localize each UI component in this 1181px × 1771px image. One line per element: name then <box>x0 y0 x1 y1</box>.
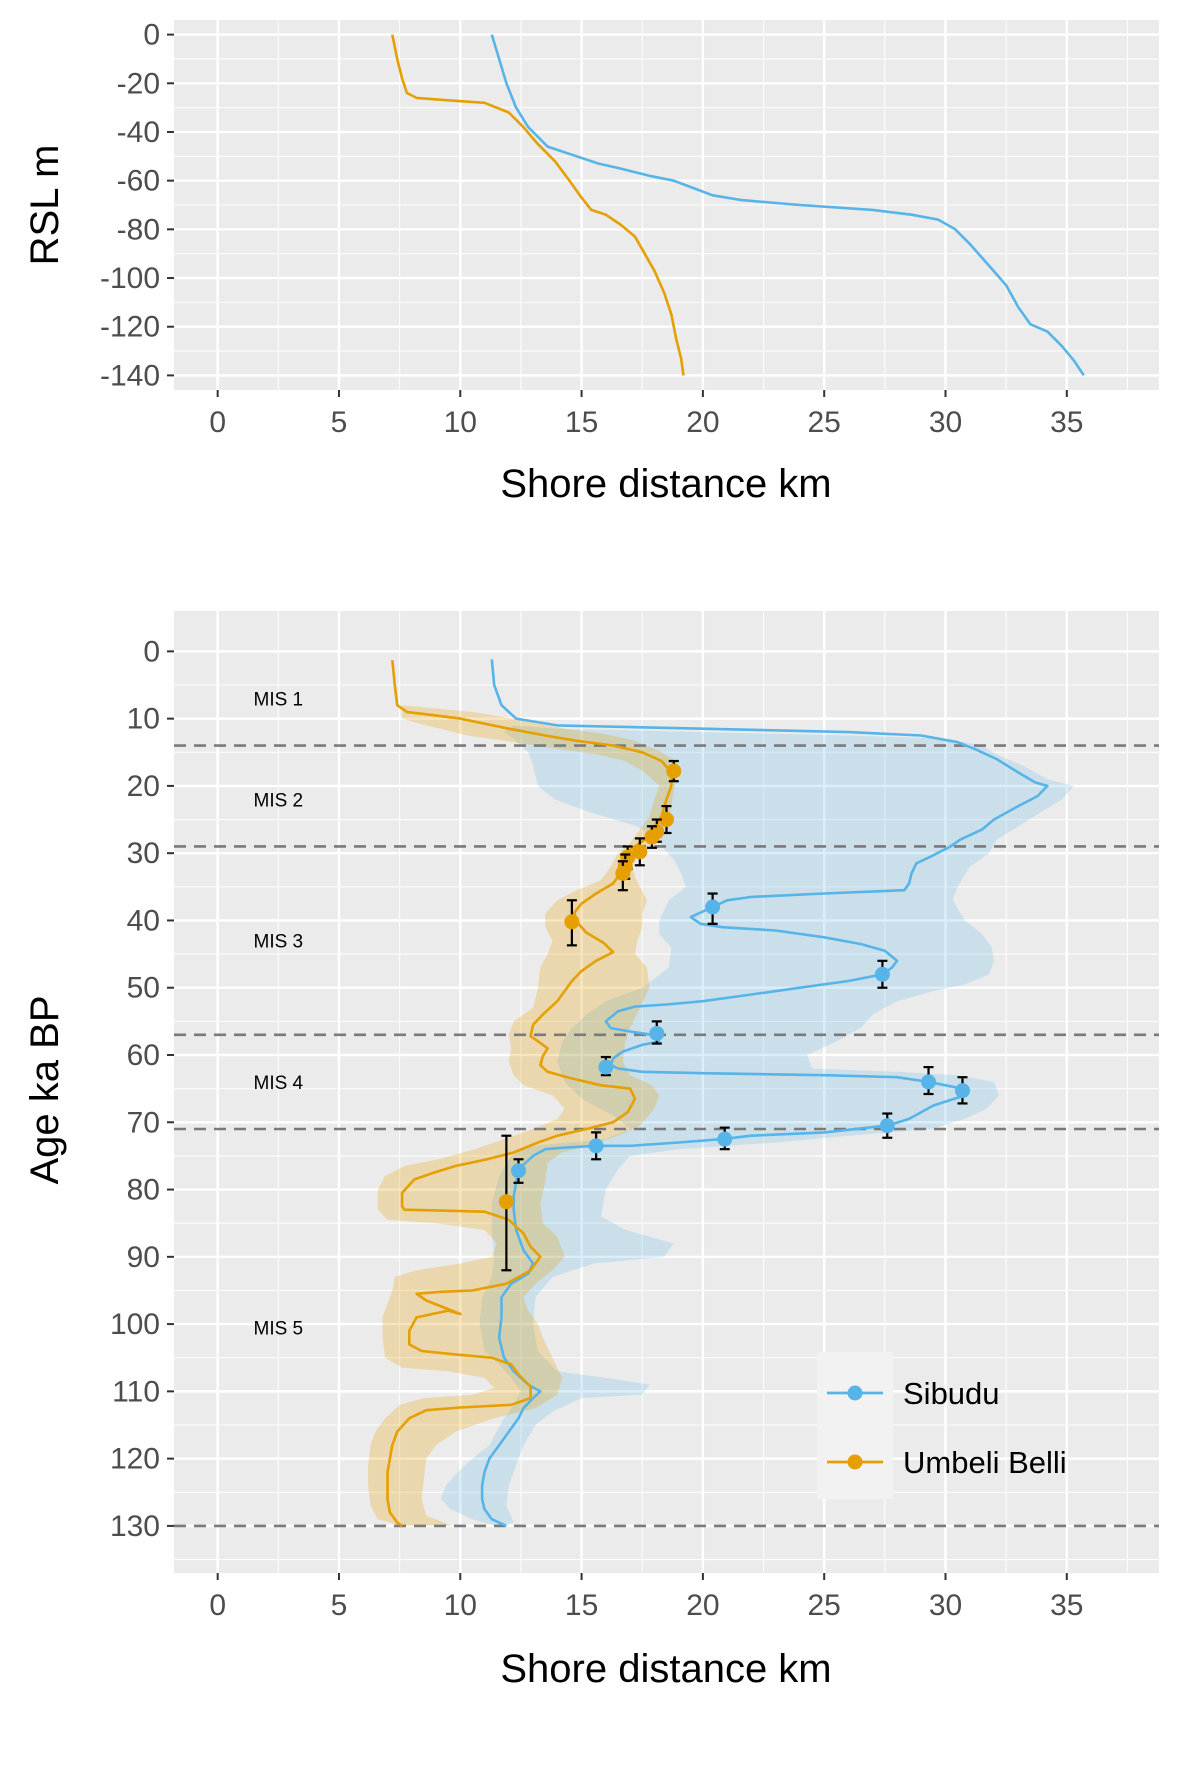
bottom-y-axis: 0 10 20 30 40 50 60 70 80 90 100 110 120 130 <box>110 635 174 1543</box>
sibudu-data-point <box>874 966 890 982</box>
bottom-y-tick-label: 100 <box>110 1308 160 1341</box>
top-y-tick-label: -20 <box>117 67 160 100</box>
top-y-tick-label: 0 <box>143 19 160 52</box>
bottom-y-axis-title: Age ka BP <box>23 995 67 1184</box>
mis-label: MIS 5 <box>254 1318 304 1339</box>
top-sibudu-line <box>490 34 1085 377</box>
umbeli-belli-data-point <box>498 1194 514 1210</box>
sibudu-data-point <box>921 1074 937 1090</box>
bottom-x-axis-title: Shore distance km <box>500 1647 831 1691</box>
umbeli-belli-data-point <box>659 812 674 828</box>
bottom-y-tick-label: 30 <box>127 837 160 870</box>
top-x-tick-label: 25 <box>808 406 841 439</box>
bottom-x-tick-label: 10 <box>444 1589 477 1622</box>
bottom-x-tick-label: 30 <box>929 1589 962 1622</box>
bottom-y-tick-label: 110 <box>112 1375 160 1408</box>
top-chart-panel: 0 5 10 15 20 25 30 35 0 -20 -40 -60 -80 -100 -120 -140… <box>23 19 1159 506</box>
sibudu-line <box>480 659 1049 1528</box>
legend-umbeli-belli-marker <box>847 1454 863 1470</box>
top-x-tick-label: 35 <box>1050 406 1083 439</box>
bottom-y-tick-label: 0 <box>143 635 160 668</box>
umbeli-belli-data-point <box>644 829 660 845</box>
top-y-tick-label: -60 <box>117 165 160 198</box>
umbeli-belli-data-point <box>666 763 682 779</box>
bottom-y-tick-label: 10 <box>127 703 160 736</box>
bottom-y-tick-label: 20 <box>127 770 160 803</box>
bottom-chart-panel: MIS 1 MIS 2 MIS 3 MIS 4 MIS 5 0 5 10 15 20 25 30 35… <box>23 611 1159 1691</box>
legend-sibudu-marker <box>847 1385 863 1401</box>
mis-label: MIS 4 <box>254 1073 304 1094</box>
sibudu-data-point <box>598 1059 614 1075</box>
bottom-x-axis: 0 5 10 15 20 25 30 35 <box>209 1573 1083 1622</box>
sibudu-data-point <box>588 1138 604 1154</box>
top-y-tick-label: -120 <box>100 311 160 344</box>
bottom-x-tick-label: 0 <box>209 1589 226 1622</box>
top-x-tick-label: 30 <box>929 406 962 439</box>
top-y-tick-label: -100 <box>100 262 160 295</box>
bottom-y-tick-label: 70 <box>127 1106 160 1139</box>
data-points-with-error-bars <box>498 759 970 1272</box>
umbeli-belli-confidence-band <box>368 705 679 1526</box>
umbeli-belli-data-point <box>564 914 580 930</box>
legend-sibudu-label: Sibudu <box>903 1376 1000 1411</box>
bottom-x-tick-label: 25 <box>808 1589 841 1622</box>
top-y-axis: 0 -20 -40 -60 -80 -100 -120 -140 <box>100 19 174 392</box>
top-x-tick-label: 20 <box>686 406 719 439</box>
bottom-x-tick-label: 20 <box>686 1589 719 1622</box>
sibudu-data-point <box>954 1083 970 1099</box>
top-y-tick-label: -80 <box>117 213 160 246</box>
sibudu-data-point <box>511 1163 527 1179</box>
bottom-x-tick-label: 35 <box>1050 1589 1083 1622</box>
umbeli-belli-data-point <box>615 865 631 881</box>
bottom-y-tick-label: 130 <box>110 1510 160 1543</box>
mis-label: MIS 1 <box>254 689 304 710</box>
sibudu-data-point <box>649 1025 665 1041</box>
sibudu-confidence-band <box>440 725 1075 1526</box>
sibudu-data-point <box>879 1118 895 1134</box>
legend-key-background <box>817 1352 893 1499</box>
bottom-y-tick-label: 40 <box>127 904 160 937</box>
sibudu-data-point <box>717 1131 733 1147</box>
bottom-x-tick-label: 5 <box>331 1589 348 1622</box>
legend: Sibudu Umbeli Belli <box>817 1352 1067 1499</box>
top-x-tick-label: 5 <box>331 406 348 439</box>
bottom-y-tick-label: 80 <box>127 1174 160 1207</box>
mis-labels: MIS 1 MIS 2 MIS 3 MIS 4 MIS 5 <box>254 689 304 1339</box>
top-umbeli-belli-line <box>391 34 685 376</box>
bottom-x-tick-label: 15 <box>565 1589 598 1622</box>
umbeli-belli-data-point <box>632 844 648 860</box>
top-x-tick-label: 0 <box>209 406 226 439</box>
top-y-tick-label: -40 <box>117 116 160 149</box>
top-x-tick-label: 10 <box>444 406 477 439</box>
top-series-layer <box>391 34 1085 377</box>
mis-label: MIS 3 <box>254 932 304 953</box>
confidence-bands <box>368 705 1075 1526</box>
top-y-tick-label: -140 <box>100 359 160 392</box>
mis-label: MIS 2 <box>254 790 304 811</box>
top-y-axis-title: RSL m <box>23 145 67 266</box>
sibudu-data-point <box>705 899 721 915</box>
bottom-y-tick-label: 50 <box>127 972 160 1005</box>
top-x-axis-title: Shore distance km <box>500 462 831 506</box>
bottom-y-tick-label: 60 <box>127 1039 160 1072</box>
legend-umbeli-belli-label: Umbeli Belli <box>903 1445 1067 1480</box>
top-x-axis: 0 5 10 15 20 25 30 35 <box>209 390 1083 439</box>
top-x-tick-label: 15 <box>565 406 598 439</box>
mis-boundary-lines <box>174 744 1159 1528</box>
bottom-y-tick-label: 90 <box>127 1241 160 1274</box>
bottom-y-tick-label: 120 <box>110 1443 160 1476</box>
